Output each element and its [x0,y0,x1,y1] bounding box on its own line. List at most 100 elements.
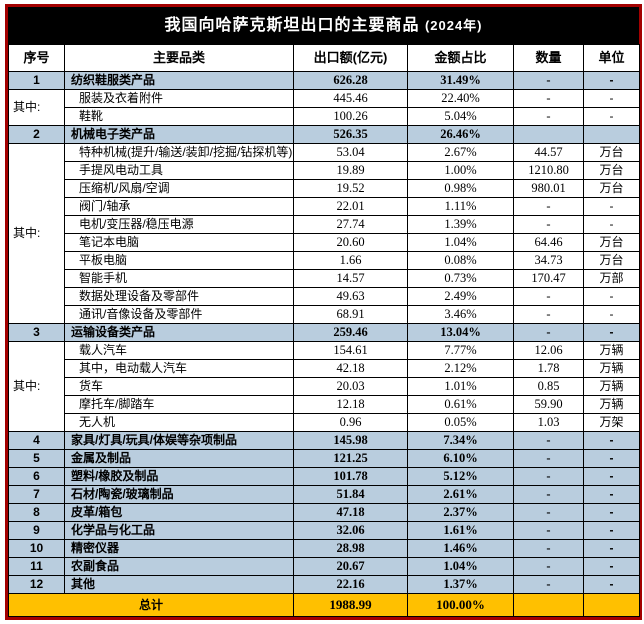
sub-category-row: 数据处理设备及零部件 49.63 2.49% - - [9,287,640,306]
row-number-cell: 2 [8,125,65,144]
quantity-cell: - [513,449,584,468]
share-value-cell: 31.49% [407,71,514,90]
category-cell: 货车 [64,377,294,396]
category-row: 12 其他 22.16 1.37% - - [8,575,640,594]
quantity-cell: - [513,107,584,126]
export-value-cell: 445.46 [293,89,408,108]
unit-cell: 万辆 [583,359,640,378]
unit-cell: 万部 [583,269,640,288]
total-export-value: 1988.99 [293,593,408,617]
table-footer: 总计 1988.99 100.00% [8,593,640,617]
sub-category-row: 笔记本电脑 20.60 1.04% 64.46 万台 [9,233,640,252]
col-header-qty: 数量 [513,44,584,72]
unit-cell: - [583,575,640,594]
table-title-year: (2024年) [424,18,483,33]
sub-category-row: 手提风电动工具 19.89 1.00% 1210.80 万台 [9,161,640,180]
category-row: 2 机械电子类产品 526.35 26.46% [8,125,640,144]
sub-category-row: 其中，电动载人汽车 42.18 2.12% 1.78 万辆 [9,359,640,378]
quantity-cell: 59.90 [513,395,584,414]
export-table: 序号 主要品类 出口额(亿元) 金额占比 数量 单位 1 纺织鞋服类产品 626.2… [8,44,640,617]
quantity-cell: 1210.80 [513,161,584,180]
quantity-cell: 64.46 [513,233,584,252]
unit-cell: - [583,197,640,216]
export-value-cell: 19.89 [293,161,408,180]
quantity-cell: - [513,485,584,504]
share-value-cell: 2.49% [407,287,514,306]
total-share-value: 100.00% [407,593,514,617]
share-value-cell: 0.98% [407,179,514,198]
export-value-cell: 20.03 [293,377,408,396]
row-number-cell: 3 [8,323,65,342]
total-qty-cell [513,593,584,617]
sub-category-row: 摩托车/脚踏车 12.18 0.61% 59.90 万辆 [9,395,640,414]
quantity-cell: 34.73 [513,251,584,270]
export-value-cell: 53.04 [293,143,408,162]
quantity-cell: 1.78 [513,359,584,378]
row-number-cell: 1 [8,71,65,90]
export-value-cell: 145.98 [293,431,408,450]
share-value-cell: 1.01% [407,377,514,396]
quantity-cell: - [513,287,584,306]
category-row: 4 家具/灯具/玩具/体娱等杂项制品 145.98 7.34% - - [8,431,640,450]
share-value-cell: 1.04% [407,557,514,576]
category-row: 6 塑料/橡胶及制品 101.78 5.12% - - [8,467,640,486]
export-value-cell: 49.63 [293,287,408,306]
share-value-cell: 2.37% [407,503,514,522]
category-cell: 服装及衣着附件 [64,89,294,108]
share-value-cell: 0.08% [407,251,514,270]
sub-category-row: 阀门/轴承 22.01 1.11% - - [9,197,640,216]
unit-cell: 万台 [583,233,640,252]
export-value-cell: 22.01 [293,197,408,216]
quantity-cell: - [513,89,584,108]
category-cell: 其他 [64,575,294,594]
export-value-cell: 27.74 [293,215,408,234]
export-value-cell: 154.61 [293,341,408,360]
share-value-cell: 0.05% [407,413,514,432]
export-table-panel: 我国向哈萨克斯坦出口的主要商品 (2024年) 序号 主要品类 出口额(亿元) … [5,4,642,620]
unit-cell: 万台 [583,161,640,180]
export-value-cell: 51.84 [293,485,408,504]
quantity-cell: - [513,557,584,576]
category-cell: 金属及制品 [64,449,294,468]
export-value-cell: 42.18 [293,359,408,378]
share-value-cell: 5.04% [407,107,514,126]
share-value-cell: 1.04% [407,233,514,252]
share-value-cell: 1.37% [407,575,514,594]
category-row: 5 金属及制品 121.25 6.10% - - [8,449,640,468]
share-value-cell: 7.34% [407,431,514,450]
quantity-cell: 170.47 [513,269,584,288]
quantity-cell [513,125,584,144]
category-cell: 其中，电动载人汽车 [64,359,294,378]
category-row: 11 农副食品 20.67 1.04% - - [8,557,640,576]
category-cell: 无人机 [64,413,294,432]
category-cell: 塑料/橡胶及制品 [64,467,294,486]
col-header-no: 序号 [8,44,65,72]
quantity-cell: 1.03 [513,413,584,432]
export-value-cell: 0.96 [293,413,408,432]
sub-category-row: 平板电脑 1.66 0.08% 34.73 万台 [9,251,640,270]
category-row: 3 运输设备类产品 259.46 13.04% - - [8,323,640,342]
sub-category-row: 其中: 服装及衣着附件 445.46 22.40% - - [8,89,640,126]
category-cell: 化学品与化工品 [64,521,294,540]
sub-category-row: 无人机 0.96 0.05% 1.03 万架 [9,413,640,432]
total-unit-cell [583,593,640,617]
category-cell: 平板电脑 [64,251,294,270]
category-row: 10 精密仪器 28.98 1.46% - - [8,539,640,558]
share-value-cell: 1.39% [407,215,514,234]
category-cell: 手提风电动工具 [64,161,294,180]
share-value-cell: 0.73% [407,269,514,288]
export-value-cell: 14.57 [293,269,408,288]
export-value-cell: 28.98 [293,539,408,558]
row-number-cell: 11 [8,557,65,576]
quantity-cell: - [513,575,584,594]
sub-category-row: 压缩机/风扇/空调 19.52 0.98% 980.01 万台 [9,179,640,198]
category-cell: 皮革/箱包 [64,503,294,522]
category-row: 9 化学品与化工品 32.06 1.61% - - [8,521,640,540]
category-row: 1 纺织鞋服类产品 626.28 31.49% - - [8,71,640,90]
share-value-cell: 2.12% [407,359,514,378]
export-value-cell: 526.35 [293,125,408,144]
unit-cell: - [583,467,640,486]
table-title: 我国向哈萨克斯坦出口的主要商品 [164,17,420,34]
header-row: 序号 主要品类 出口额(亿元) 金额占比 数量 单位 [8,44,640,72]
unit-cell: 万架 [583,413,640,432]
